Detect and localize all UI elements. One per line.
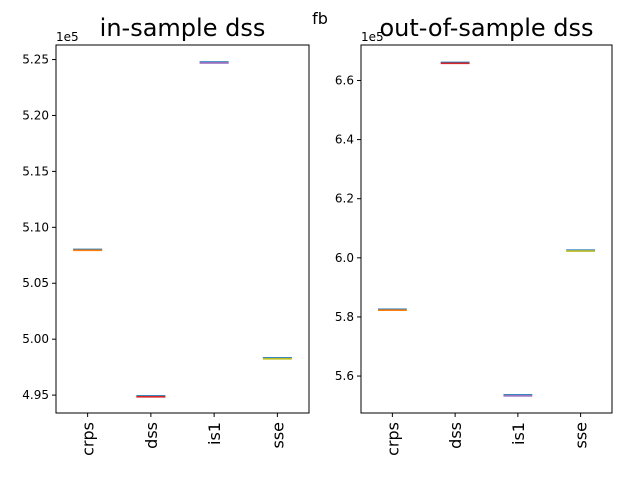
x-tick-label: sse <box>572 422 591 449</box>
y-offset-label: 1e5 <box>56 30 79 44</box>
y-tick-label: 5.20 <box>22 108 49 122</box>
y-tick-label: 5.25 <box>22 53 49 67</box>
y-tick-label: 6.0 <box>335 251 354 265</box>
plot-title: in-sample dss <box>100 14 266 42</box>
x-tick-label: sse <box>268 422 287 449</box>
axes-frame <box>55 44 310 414</box>
x-tick-label: dss <box>142 422 161 449</box>
y-tick-label: 6.2 <box>335 192 354 206</box>
y-tick-label: 6.6 <box>335 73 354 87</box>
y-tick-label: 4.95 <box>22 388 49 402</box>
x-tick-label: crps <box>383 422 402 456</box>
x-tick-label: dss <box>446 422 465 449</box>
y-offset-label: 1e5 <box>361 30 384 44</box>
left-plot: in-sample dss 1e5 4.95 5.00 5.05 5.10 5.15 5.20… <box>22 14 310 456</box>
y-tick-label: 5.6 <box>335 369 354 383</box>
y-tick-label: 5.00 <box>22 332 49 346</box>
x-tick-label: crps <box>79 422 98 456</box>
y-tick-label: 5.15 <box>22 164 49 178</box>
plot-title: out-of-sample dss <box>379 14 593 42</box>
y-tick-label: 5.05 <box>22 276 49 290</box>
y-tick-label: 5.8 <box>335 310 354 324</box>
x-tick-label: is1 <box>205 422 224 445</box>
y-tick-label: 5.10 <box>22 220 49 234</box>
y-tick-label: 6.4 <box>335 133 354 147</box>
figure-suptitle: fb <box>312 9 328 28</box>
x-tick-label: is1 <box>509 422 528 445</box>
axes-frame <box>360 44 613 414</box>
